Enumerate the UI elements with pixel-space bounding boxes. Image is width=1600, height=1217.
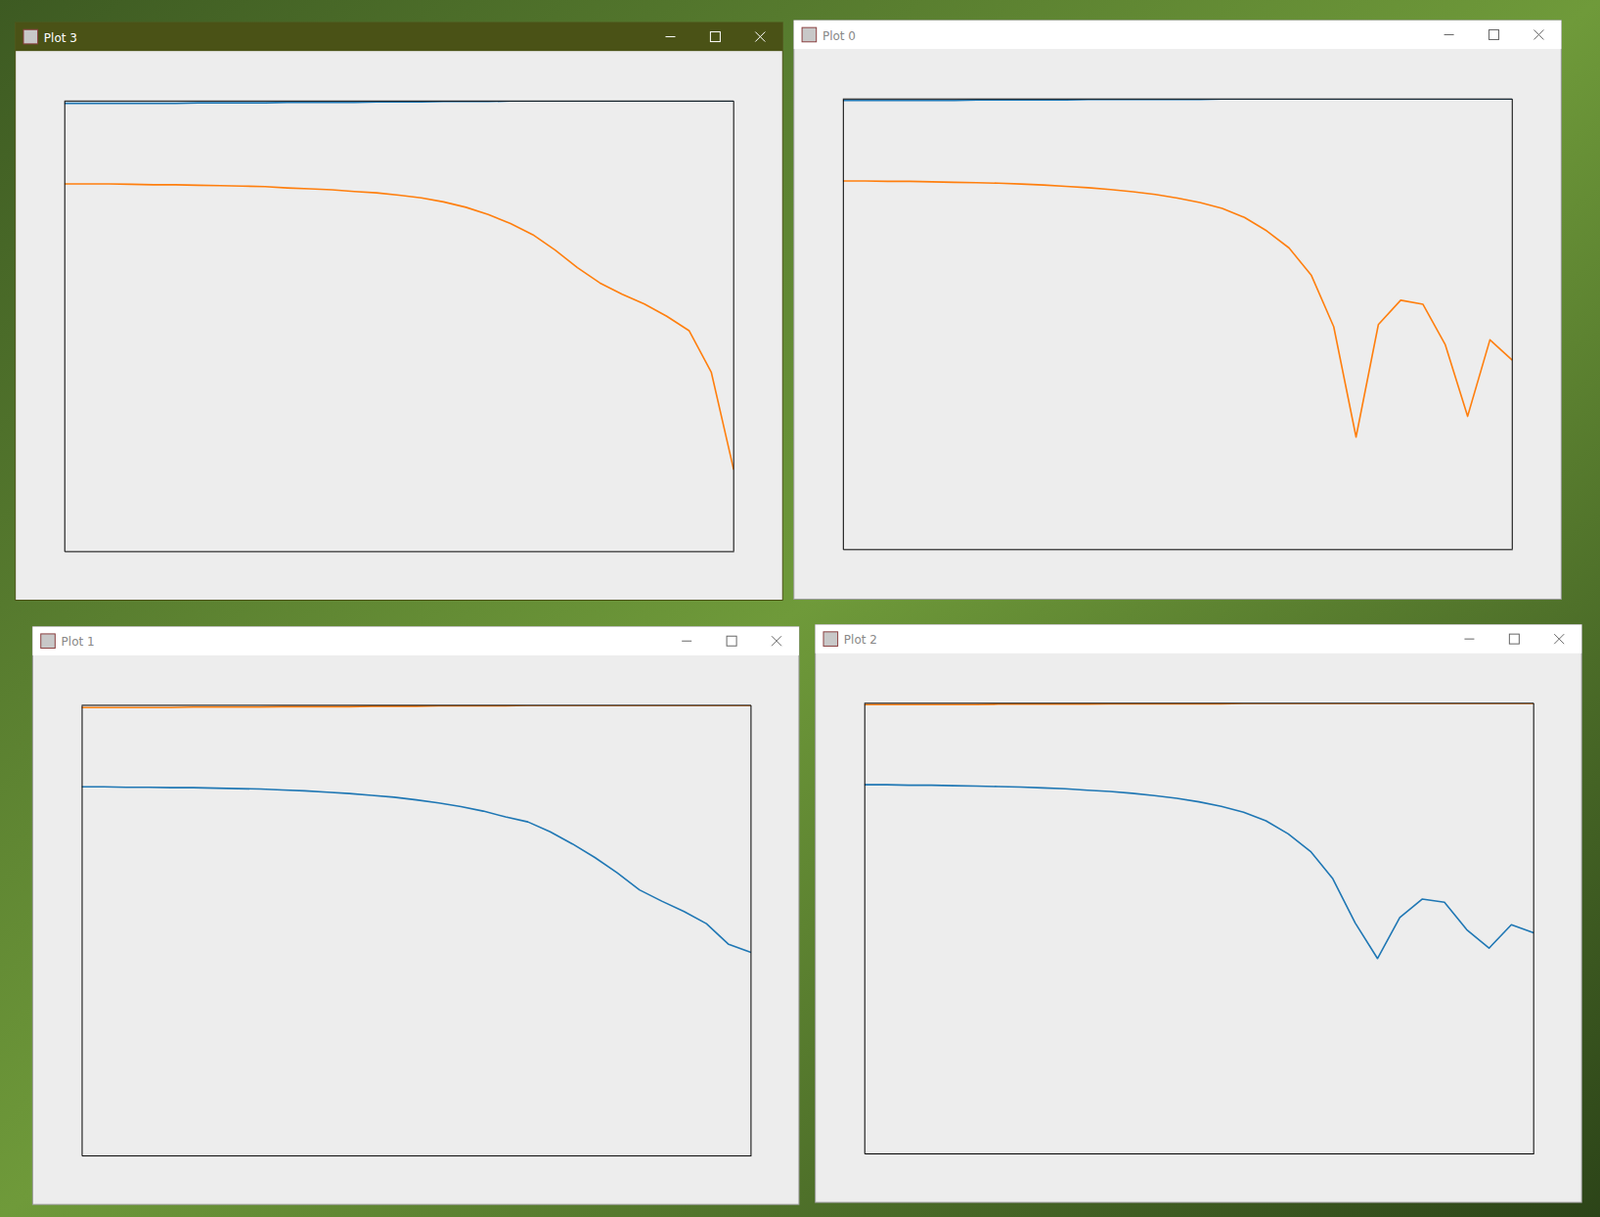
title-bar[interactable] xyxy=(794,20,1562,49)
app-icon xyxy=(823,631,839,647)
close-button[interactable] xyxy=(755,32,765,43)
lines xyxy=(843,98,1512,438)
series-line xyxy=(81,786,751,952)
y-axis xyxy=(81,705,83,1156)
series-line xyxy=(64,183,734,470)
maximize-button[interactable] xyxy=(1488,29,1499,40)
series-line xyxy=(864,784,1534,959)
maximize-button[interactable] xyxy=(1509,633,1519,644)
maximize-button[interactable] xyxy=(710,32,720,43)
axis-line xyxy=(82,1155,752,1156)
axis-line xyxy=(81,705,83,1156)
minimize-button[interactable] xyxy=(665,36,675,38)
axis-line xyxy=(64,101,66,552)
plot-window: Plot 0 xyxy=(794,20,1562,600)
plot-area xyxy=(81,705,752,1156)
title-bar[interactable] xyxy=(815,624,1583,654)
x-axis xyxy=(864,1153,1534,1155)
y-axis xyxy=(64,101,66,552)
window-body xyxy=(15,22,784,601)
axis-line xyxy=(864,703,866,1154)
plot-frame xyxy=(81,705,751,1156)
window-title: Plot 1 xyxy=(61,634,95,649)
minimize-button[interactable] xyxy=(1444,34,1455,36)
plot-frame xyxy=(864,703,1534,1154)
window-body xyxy=(815,624,1583,1203)
desktop-background xyxy=(0,0,1600,1217)
window-title: Plot 3 xyxy=(44,31,78,45)
axis-line xyxy=(843,548,1512,550)
y-axis xyxy=(864,703,866,1154)
x-axis xyxy=(64,550,734,552)
lines xyxy=(64,100,734,470)
plot-window: Plot 3 xyxy=(15,22,784,601)
window-title: Plot 2 xyxy=(844,632,878,647)
series-line xyxy=(843,180,1512,438)
plot-frame xyxy=(64,100,734,551)
close-button[interactable] xyxy=(1554,633,1564,644)
maximize-button[interactable] xyxy=(726,635,737,646)
close-button[interactable] xyxy=(1533,29,1544,40)
close-button[interactable] xyxy=(771,635,782,646)
window-title: Plot 0 xyxy=(822,29,856,44)
app-icon xyxy=(801,27,817,43)
axis-line xyxy=(64,550,734,552)
title-bar[interactable] xyxy=(32,626,800,656)
x-axis xyxy=(843,548,1512,550)
plot-window: Plot 1 xyxy=(32,626,800,1205)
axis-line xyxy=(864,1153,1534,1155)
desktop: Plot 3 Plot 0 Plot 1 Plot 2 xyxy=(0,0,1600,1217)
app-icon xyxy=(41,633,56,649)
plot-window: Plot 2 xyxy=(815,624,1583,1203)
axis-line xyxy=(843,99,845,550)
x-axis xyxy=(82,1155,752,1156)
plot-area xyxy=(864,703,1535,1155)
title-bar[interactable] xyxy=(15,22,784,51)
minimize-button[interactable] xyxy=(1464,638,1474,640)
window-body xyxy=(794,20,1562,600)
app-icon xyxy=(23,29,39,45)
window-body xyxy=(32,626,800,1205)
lines xyxy=(864,703,1534,959)
y-axis xyxy=(843,99,845,550)
minimize-button[interactable] xyxy=(681,640,692,642)
plot-area xyxy=(64,100,735,552)
plot-frame xyxy=(843,98,1512,549)
lines xyxy=(81,705,751,953)
plot-area xyxy=(843,98,1513,550)
